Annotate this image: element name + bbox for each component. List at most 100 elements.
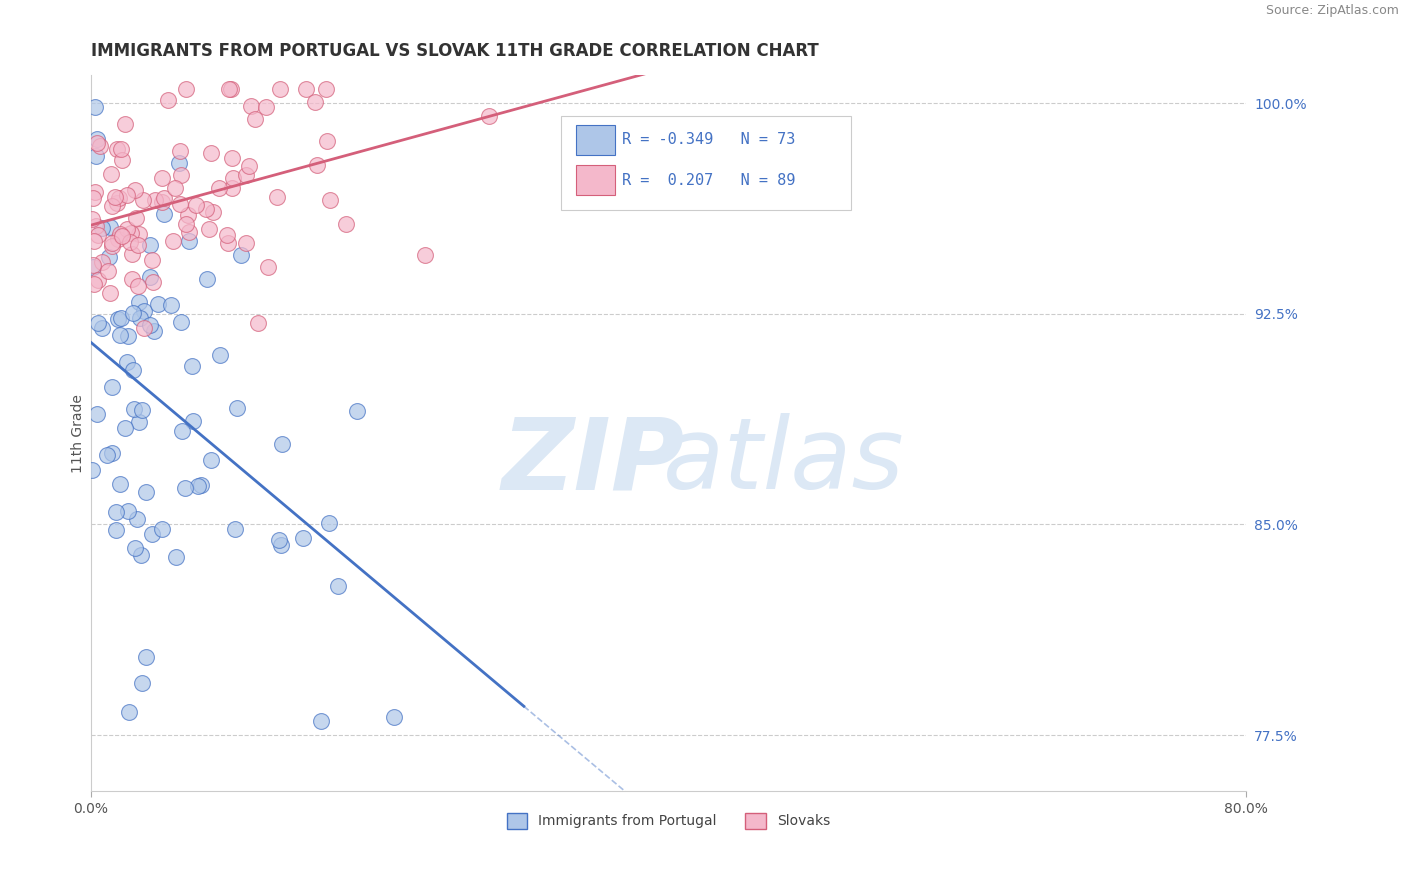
Point: [82, 258, 104, 272]
Point: [131, 676, 153, 690]
Point: [100, 168, 122, 182]
Point: [84, 149, 107, 163]
Point: [124, 541, 146, 556]
Point: [120, 235, 142, 249]
Point: [221, 170, 243, 185]
FancyBboxPatch shape: [576, 126, 614, 155]
Point: [120, 226, 142, 240]
Point: [84, 219, 107, 233]
Point: [335, 217, 357, 231]
Point: [90, 255, 112, 269]
Point: [132, 321, 155, 335]
Point: [104, 523, 127, 537]
Point: [128, 294, 150, 309]
Point: [138, 318, 160, 332]
Point: [84, 100, 107, 114]
Point: [152, 170, 174, 185]
Point: [121, 247, 143, 261]
Point: [110, 142, 132, 156]
Point: [114, 421, 136, 435]
Point: [240, 99, 263, 113]
FancyBboxPatch shape: [576, 165, 614, 194]
Point: [91, 320, 114, 334]
Point: [124, 183, 146, 197]
Point: [108, 328, 131, 343]
Point: [142, 275, 165, 289]
Point: [143, 194, 166, 208]
Point: [114, 117, 136, 131]
Point: [238, 159, 260, 173]
Point: [292, 531, 315, 545]
Point: [125, 512, 148, 526]
Point: [174, 82, 197, 96]
Point: [105, 505, 128, 519]
Point: [174, 481, 197, 495]
Point: [176, 208, 198, 222]
Point: [122, 306, 145, 320]
Point: [131, 402, 153, 417]
Point: [128, 415, 150, 429]
Point: [125, 211, 148, 225]
FancyBboxPatch shape: [561, 116, 851, 210]
Point: [83, 185, 105, 199]
Point: [108, 476, 131, 491]
Point: [195, 202, 218, 216]
Point: [254, 99, 277, 113]
Point: [110, 311, 132, 326]
Point: [135, 650, 157, 665]
Point: [134, 303, 156, 318]
Point: [326, 579, 349, 593]
Point: [86, 407, 108, 421]
Point: [83, 234, 105, 248]
Point: [87, 273, 110, 287]
Point: [86, 132, 108, 146]
Point: [127, 278, 149, 293]
Point: [235, 168, 257, 182]
Point: [235, 236, 257, 251]
Point: [135, 484, 157, 499]
Point: [200, 145, 222, 160]
Legend: Immigrants from Portugal, Slovaks: Immigrants from Portugal, Slovaks: [501, 807, 835, 834]
Point: [170, 424, 193, 438]
Point: [117, 222, 139, 236]
Point: [132, 193, 155, 207]
Point: [127, 238, 149, 252]
Point: [382, 709, 405, 723]
Point: [318, 516, 340, 531]
Point: [105, 195, 128, 210]
Point: [111, 228, 134, 243]
Point: [138, 238, 160, 252]
Point: [177, 235, 200, 249]
Point: [108, 191, 131, 205]
Point: [87, 316, 110, 330]
Point: [184, 198, 207, 212]
Text: atlas: atlas: [662, 413, 904, 510]
Point: [170, 168, 193, 182]
Point: [97, 264, 120, 278]
Point: [218, 82, 240, 96]
Point: [96, 448, 118, 462]
Point: [170, 315, 193, 329]
Point: [105, 142, 128, 156]
Point: [266, 189, 288, 203]
Point: [121, 271, 143, 285]
Point: [165, 181, 187, 195]
Text: R = -0.349   N = 73: R = -0.349 N = 73: [621, 132, 796, 147]
Point: [169, 197, 191, 211]
Point: [107, 232, 129, 246]
Point: [115, 355, 138, 369]
Point: [315, 134, 337, 148]
Text: R =  0.207   N = 89: R = 0.207 N = 89: [621, 173, 796, 188]
Point: [221, 152, 243, 166]
Point: [87, 227, 110, 242]
Point: [208, 181, 231, 195]
Y-axis label: 11th Grade: 11th Grade: [72, 393, 86, 473]
Point: [101, 236, 124, 251]
Point: [209, 348, 232, 362]
Point: [91, 220, 114, 235]
Point: [256, 260, 278, 275]
Point: [346, 403, 368, 417]
Point: [100, 239, 122, 253]
Point: [117, 329, 139, 343]
Point: [128, 311, 150, 326]
